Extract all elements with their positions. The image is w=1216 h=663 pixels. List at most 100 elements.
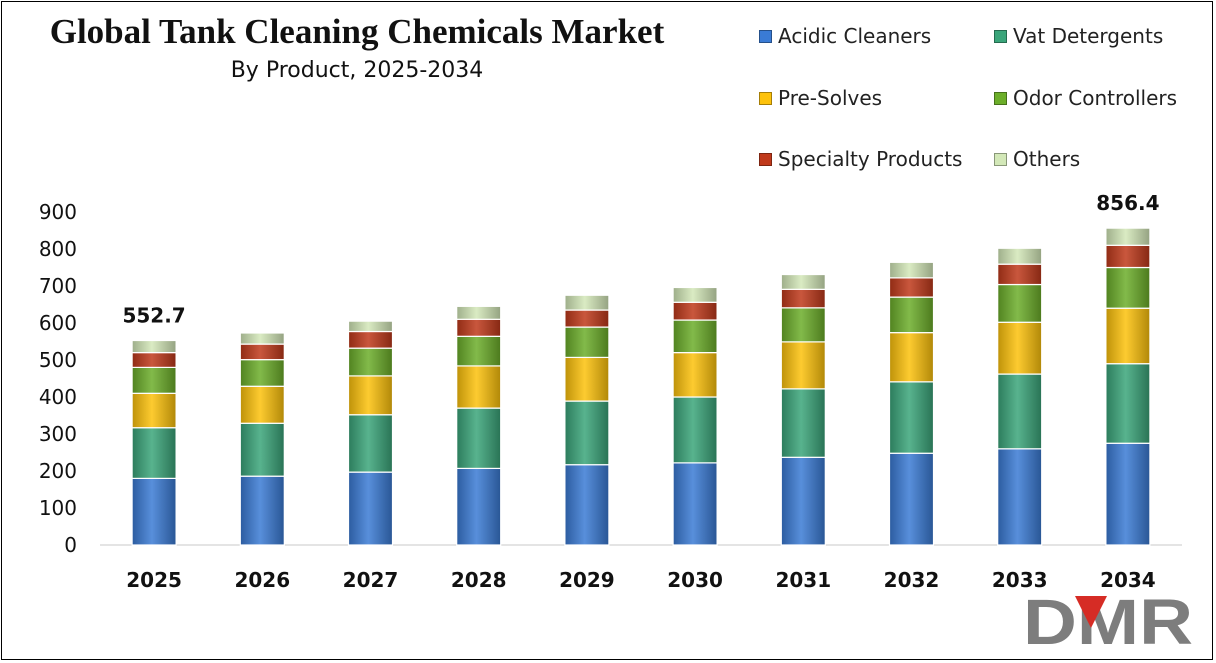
bar-segment — [672, 396, 718, 464]
bar-segment — [1105, 244, 1151, 269]
bar-segment — [888, 277, 935, 298]
bar-segment — [564, 326, 610, 359]
bar-segment — [564, 309, 610, 328]
bar-segment — [997, 247, 1043, 265]
legend-swatch — [994, 91, 1007, 105]
x-tick-label: 2030 — [667, 568, 723, 592]
bar-segment — [1105, 227, 1151, 246]
bar-segment — [239, 475, 285, 546]
y-tick-label: 300 — [39, 422, 77, 446]
bar-segment — [239, 343, 285, 361]
legend-label: Specialty Products — [778, 147, 963, 171]
bar-segment — [347, 320, 394, 333]
bar-segment — [780, 456, 826, 546]
bar-segment — [131, 392, 177, 429]
bar-segment — [888, 452, 935, 546]
legend-item: Acidic Cleaners — [759, 24, 931, 48]
x-tick-label: 2034 — [1100, 568, 1156, 592]
legend-swatch — [994, 152, 1007, 166]
x-tick-label: 2027 — [343, 568, 399, 592]
bar-segment — [672, 319, 718, 354]
bar-segment — [564, 294, 610, 311]
x-tick-label: 2033 — [992, 568, 1048, 592]
y-tick-label: 400 — [39, 385, 77, 409]
bar-segment — [1105, 363, 1151, 444]
bar-segment — [780, 273, 826, 290]
bar-segment — [131, 427, 177, 479]
bar-segment — [780, 341, 826, 390]
bar-segment — [888, 381, 935, 454]
dmr-logo: DMR — [1023, 586, 1198, 658]
legend-swatch — [994, 29, 1007, 43]
chart-title: Global Tank Cleaning Chemicals Market — [49, 12, 665, 51]
bar-segment — [347, 330, 394, 349]
legend-item: Others — [994, 147, 1080, 171]
x-tick-label: 2029 — [559, 568, 615, 592]
total-data-label: 856.4 — [1096, 191, 1159, 215]
bar-segment — [347, 347, 394, 377]
legend-label: Odor Controllers — [1013, 86, 1178, 110]
bar-segment — [239, 422, 285, 477]
x-tick-label: 2026 — [234, 568, 290, 592]
x-tick-label: 2028 — [451, 568, 507, 592]
x-tick-label: 2025 — [126, 568, 182, 592]
bar-segment — [780, 288, 826, 309]
y-tick-label: 700 — [39, 274, 77, 298]
legend-swatch — [759, 152, 772, 166]
bar-segment — [131, 366, 177, 394]
x-tick-label: 2031 — [775, 568, 831, 592]
bar-segment — [1105, 442, 1151, 546]
bar-segment — [780, 388, 826, 458]
legend-item: Odor Controllers — [994, 86, 1177, 110]
bar-segment — [672, 352, 718, 398]
y-tick-label: 200 — [39, 459, 77, 483]
total-data-label: 552.7 — [122, 304, 185, 328]
bar-segment — [780, 307, 826, 343]
legend-label: Others — [1013, 147, 1081, 171]
legend-item: Vat Detergents — [994, 24, 1163, 48]
y-tick-label: 0 — [64, 533, 77, 557]
bar-segment — [997, 321, 1043, 375]
bar-segment — [564, 464, 610, 546]
bar-segment — [131, 352, 177, 369]
bar-segment — [456, 365, 502, 409]
bar-segment — [347, 414, 394, 473]
legend-item: Specialty Products — [759, 147, 962, 171]
bar-segment — [564, 356, 610, 402]
bar-segment — [347, 471, 394, 546]
bar-segment — [564, 400, 610, 466]
bar-segment — [672, 286, 718, 303]
bar-segment — [997, 448, 1043, 546]
svg-text:DMR: DMR — [1023, 588, 1193, 650]
bar-segment — [456, 467, 502, 546]
bar-segment — [239, 332, 285, 345]
bar-segment — [672, 301, 718, 321]
bar-segment — [456, 318, 502, 337]
bar-segment — [239, 359, 285, 387]
bar-segment — [888, 296, 935, 334]
bar-segment — [239, 385, 285, 424]
legend-swatch — [759, 91, 772, 105]
bar-segment — [997, 263, 1043, 286]
y-tick-label: 100 — [39, 496, 77, 520]
y-tick-label: 800 — [39, 237, 77, 261]
legend-label: Pre-Solves — [778, 86, 883, 110]
bar-segment — [456, 335, 502, 367]
bar-segment — [997, 373, 1043, 450]
legend-label: Acidic Cleaners — [778, 24, 932, 48]
chart-subtitle: By Product, 2025-2034 — [230, 58, 484, 83]
x-tick-label: 2032 — [884, 568, 940, 592]
legend-swatch — [759, 29, 772, 43]
y-tick-label: 600 — [39, 311, 77, 335]
bar-segment — [456, 305, 502, 320]
y-tick-label: 500 — [39, 348, 77, 372]
bar-segment — [997, 283, 1043, 323]
y-tick-label: 900 — [39, 200, 77, 224]
bar-segment — [888, 261, 935, 279]
legend-label: Vat Detergents — [1013, 24, 1164, 48]
bar-segment — [456, 407, 502, 470]
bar-segment — [131, 339, 177, 354]
bar-segment — [131, 477, 177, 546]
